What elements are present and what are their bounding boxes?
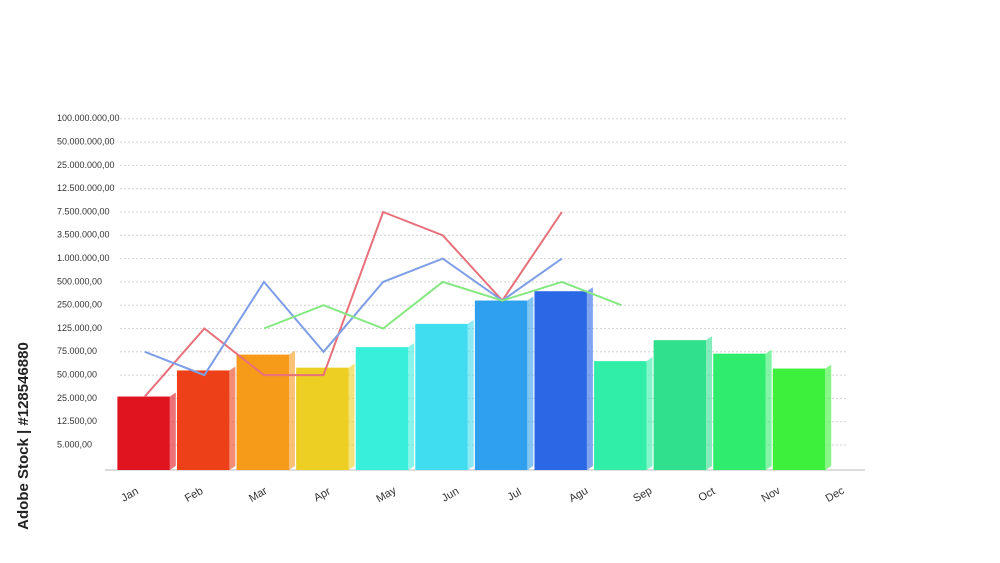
line bbox=[263, 280, 622, 330]
x-tick-label: Dec bbox=[824, 485, 847, 505]
y-tick-label: 25.000,00 bbox=[57, 393, 97, 403]
y-tick-label: 75.000,00 bbox=[57, 346, 97, 356]
x-tick-label: Jun bbox=[440, 485, 461, 504]
bar-side bbox=[825, 364, 832, 470]
bar-side bbox=[467, 319, 474, 470]
bar bbox=[117, 396, 170, 470]
bar-side bbox=[646, 357, 653, 470]
x-tick-label: Jan bbox=[119, 485, 140, 504]
side-text: Adobe Stock | #128546880 bbox=[15, 342, 32, 530]
bar-side bbox=[586, 287, 593, 470]
y-tick-label: 25.000.000,00 bbox=[57, 160, 115, 170]
y-tick-label: 1.000.000,00 bbox=[57, 253, 110, 263]
y-tick-label: 3.500.000,00 bbox=[57, 230, 110, 240]
y-tick-label: 250.000,00 bbox=[57, 300, 102, 310]
x-tick-label: Oct bbox=[696, 485, 717, 504]
y-tick-label: 125.000,00 bbox=[57, 323, 102, 333]
y-tick-label: 50.000.000,00 bbox=[57, 136, 115, 146]
x-tick-label: Agu bbox=[567, 485, 590, 505]
bar bbox=[594, 361, 647, 470]
bar bbox=[534, 291, 587, 470]
x-tick-label: Nov bbox=[759, 485, 782, 505]
bar bbox=[653, 340, 707, 470]
bar-side bbox=[706, 336, 713, 470]
y-tick-label: 12.500.000,00 bbox=[57, 183, 115, 193]
y-tick-label: 100.000.000,00 bbox=[57, 113, 120, 123]
bar bbox=[713, 353, 766, 470]
bar bbox=[236, 354, 289, 470]
bar bbox=[176, 370, 230, 470]
y-tick-label: 50.000,00 bbox=[57, 369, 97, 379]
y-tick-label: 7.500.000,00 bbox=[57, 206, 110, 216]
bar-side bbox=[527, 296, 534, 470]
bar bbox=[415, 323, 468, 470]
x-tick-label: Jul bbox=[505, 486, 523, 503]
bar-side bbox=[169, 392, 176, 470]
y-tick-label: 500.000,00 bbox=[57, 276, 102, 286]
bar bbox=[474, 300, 528, 470]
bar-side bbox=[765, 349, 772, 470]
bar-side bbox=[288, 350, 295, 470]
x-tick-label: Mar bbox=[247, 485, 270, 505]
x-tick-label: May bbox=[374, 484, 398, 505]
bar-side bbox=[348, 363, 355, 470]
y-tick-label: 12.500,00 bbox=[57, 416, 97, 426]
bar bbox=[296, 367, 349, 470]
bar bbox=[772, 368, 826, 470]
bar-side bbox=[229, 366, 236, 470]
line bbox=[144, 210, 563, 398]
bar bbox=[355, 347, 409, 470]
x-tick-label: Sep bbox=[631, 485, 654, 505]
x-tick-label: Feb bbox=[183, 485, 205, 505]
bar-side bbox=[408, 343, 415, 470]
x-tick-label: Apr bbox=[312, 485, 333, 504]
y-tick-label: 5.000,00 bbox=[57, 439, 92, 449]
